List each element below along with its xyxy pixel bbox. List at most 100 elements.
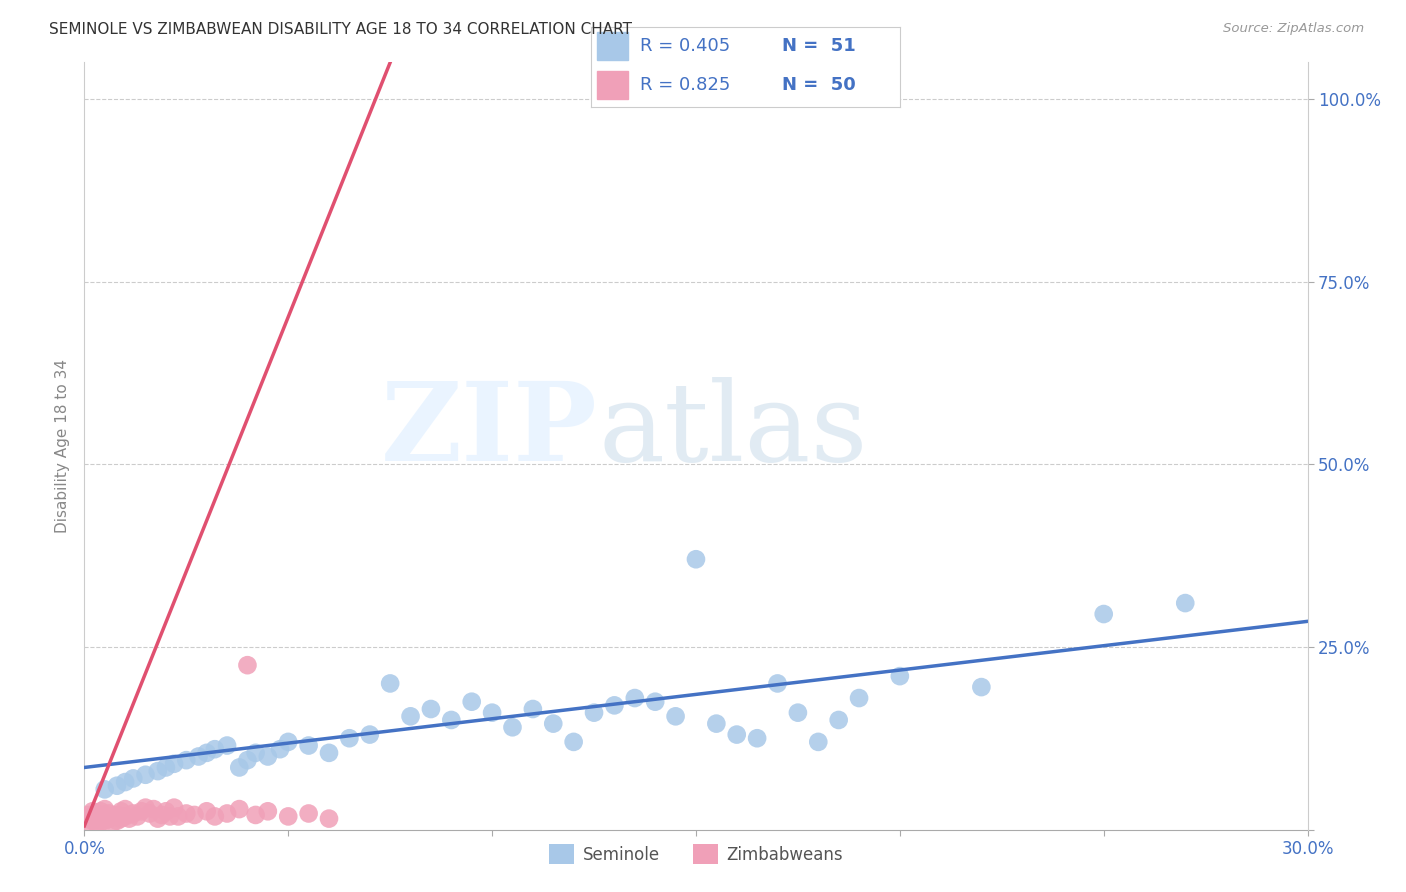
Point xyxy=(380,676,402,690)
Point xyxy=(90,805,112,819)
Point xyxy=(167,809,190,823)
Point xyxy=(828,713,851,727)
Point xyxy=(183,808,205,822)
Point xyxy=(77,815,100,830)
Point xyxy=(807,735,830,749)
Point xyxy=(228,802,250,816)
Point xyxy=(603,698,626,713)
Point xyxy=(90,809,112,823)
Point xyxy=(82,809,104,823)
Point xyxy=(105,779,128,793)
Legend: Seminole, Zimbabweans: Seminole, Zimbabweans xyxy=(543,838,849,871)
Text: SEMINOLE VS ZIMBABWEAN DISABILITY AGE 18 TO 34 CORRELATION CHART: SEMINOLE VS ZIMBABWEAN DISABILITY AGE 18… xyxy=(49,22,633,37)
Point xyxy=(97,812,120,826)
Point xyxy=(543,716,565,731)
Point xyxy=(1092,607,1115,621)
Point xyxy=(583,706,606,720)
Point xyxy=(269,742,291,756)
Point xyxy=(399,709,422,723)
Point xyxy=(150,808,173,822)
Point xyxy=(135,800,157,814)
Text: Source: ZipAtlas.com: Source: ZipAtlas.com xyxy=(1223,22,1364,36)
Point xyxy=(163,800,186,814)
Point xyxy=(277,809,299,823)
Point xyxy=(970,680,993,694)
Y-axis label: Disability Age 18 to 34: Disability Age 18 to 34 xyxy=(55,359,70,533)
Point xyxy=(101,809,124,823)
Point xyxy=(624,691,647,706)
Text: N =  51: N = 51 xyxy=(782,37,856,55)
Point xyxy=(114,802,136,816)
Point xyxy=(93,782,115,797)
Point xyxy=(90,815,112,830)
Point xyxy=(138,806,160,821)
Point xyxy=(77,812,100,826)
Point xyxy=(86,816,108,830)
Point xyxy=(82,814,104,828)
Point xyxy=(93,814,115,828)
Point xyxy=(163,756,186,771)
Point xyxy=(93,808,115,822)
Point xyxy=(159,809,181,823)
Point xyxy=(93,802,115,816)
Point xyxy=(217,806,239,821)
Point xyxy=(122,806,145,821)
Point xyxy=(146,764,169,778)
Text: ZIP: ZIP xyxy=(381,377,598,484)
Point xyxy=(481,706,503,720)
Text: R = 0.405: R = 0.405 xyxy=(640,37,730,55)
Point xyxy=(725,728,748,742)
Point xyxy=(766,676,789,690)
Point xyxy=(848,691,870,706)
Point xyxy=(318,812,340,826)
Point xyxy=(787,706,810,720)
Point xyxy=(97,806,120,821)
Point xyxy=(131,805,153,819)
Point xyxy=(174,806,197,821)
Text: atlas: atlas xyxy=(598,377,868,484)
Point xyxy=(174,753,197,767)
Point xyxy=(339,731,361,746)
Point xyxy=(195,805,218,819)
Point xyxy=(142,802,165,816)
Point xyxy=(86,806,108,821)
Point xyxy=(706,716,728,731)
Point xyxy=(420,702,443,716)
Point xyxy=(105,808,128,822)
Point xyxy=(114,775,136,789)
Point xyxy=(440,713,463,727)
Point xyxy=(257,749,280,764)
Point xyxy=(562,735,585,749)
Point xyxy=(77,808,100,822)
Point xyxy=(228,760,250,774)
Point xyxy=(110,812,132,826)
Point xyxy=(155,805,177,819)
Point xyxy=(204,742,226,756)
Point xyxy=(685,552,707,566)
Point xyxy=(146,812,169,826)
Point xyxy=(217,739,239,753)
Point xyxy=(522,702,544,716)
Point xyxy=(101,815,124,830)
Bar xyxy=(596,32,627,61)
Point xyxy=(298,806,321,821)
Point xyxy=(236,658,259,673)
Point xyxy=(298,739,321,753)
Point xyxy=(461,695,484,709)
Point xyxy=(127,809,149,823)
Point xyxy=(187,749,209,764)
Point xyxy=(114,809,136,823)
Point xyxy=(82,805,104,819)
Point xyxy=(644,695,666,709)
Point xyxy=(110,805,132,819)
Point xyxy=(122,772,145,786)
Point xyxy=(359,728,381,742)
Point xyxy=(318,746,340,760)
Bar xyxy=(596,71,627,99)
Point xyxy=(1174,596,1197,610)
Text: N =  50: N = 50 xyxy=(782,76,856,94)
Point xyxy=(502,720,524,734)
Point xyxy=(86,812,108,826)
Point xyxy=(118,812,141,826)
Point xyxy=(889,669,911,683)
